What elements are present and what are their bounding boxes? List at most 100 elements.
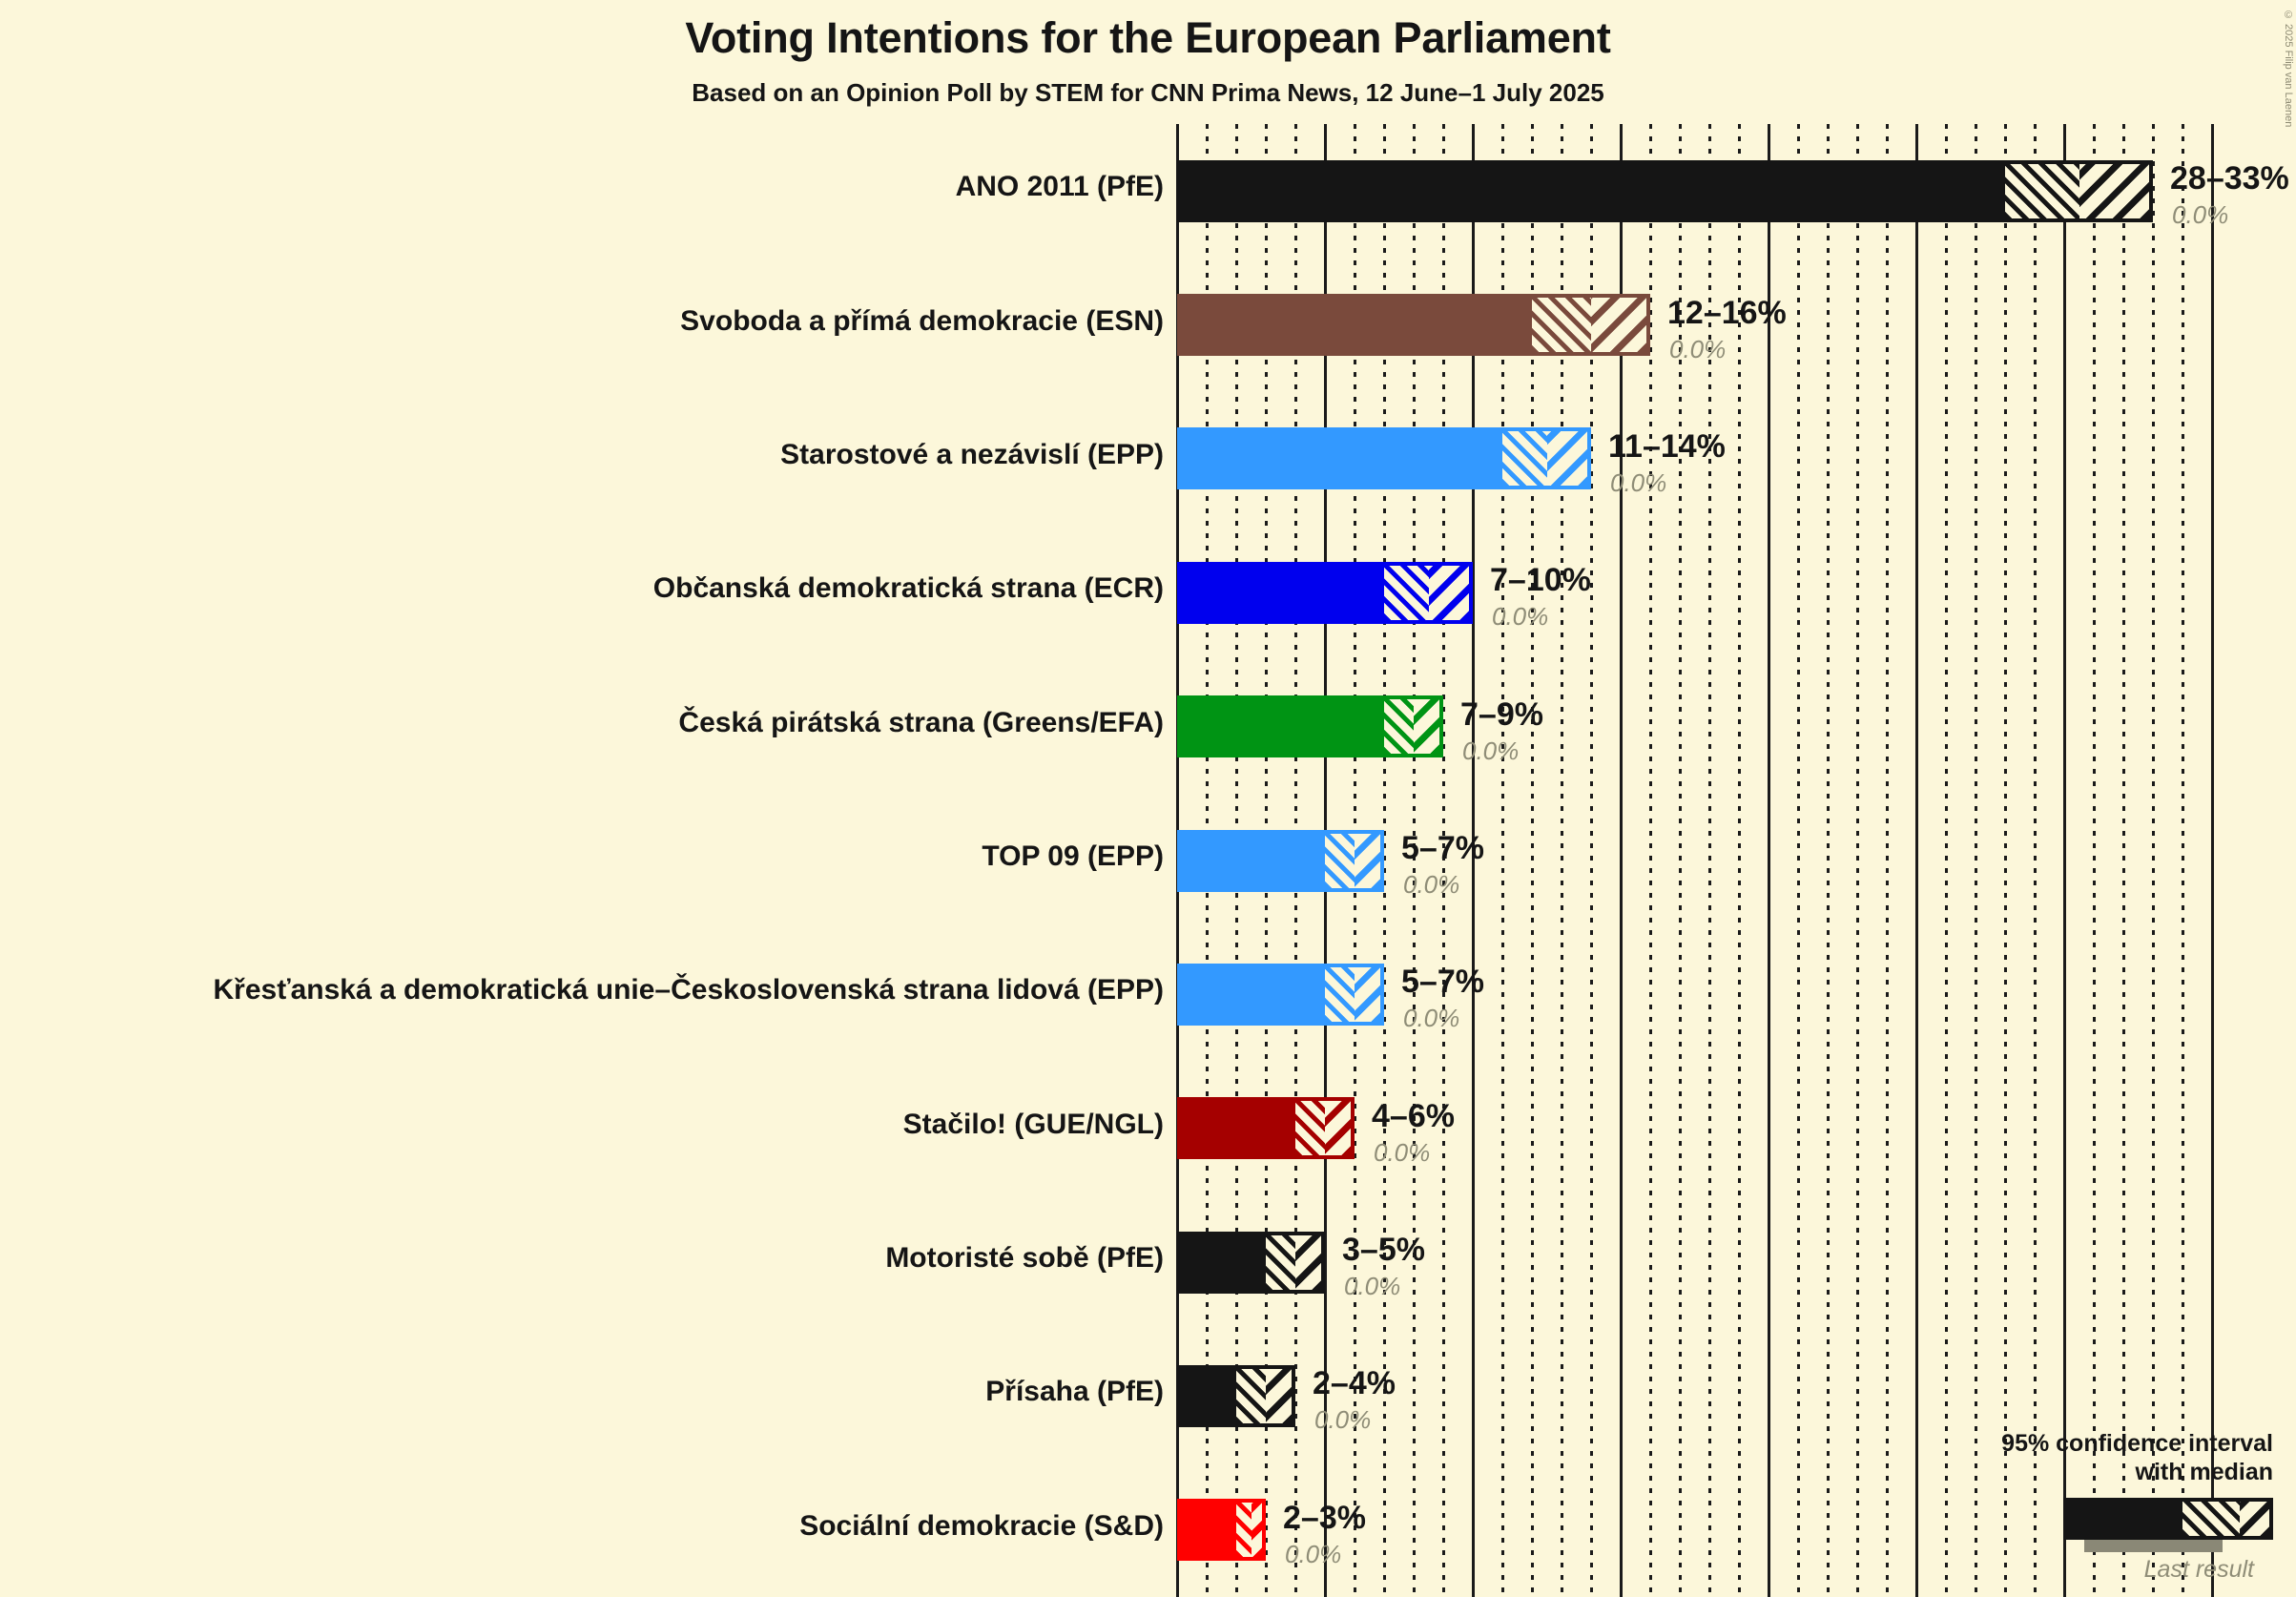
bar-segment-median-crosshatch (1325, 830, 1355, 892)
gridline-major (1914, 124, 1918, 1597)
gridline-minor (1412, 124, 1416, 1597)
legend-segment-upper-hatch (2240, 1498, 2273, 1540)
legend-segment-median-crosshatch (2182, 1498, 2240, 1540)
value-range-label: 7–10% (1490, 562, 1591, 599)
value-range-label: 5–7% (1401, 964, 1484, 1001)
legend-line-2: with median (2135, 1459, 2273, 1485)
chart-legend: 95% confidence interval with median Last… (1958, 1429, 2273, 1584)
confidence-interval-bar (1177, 1232, 1325, 1294)
bar-segment-upper-hatch (1428, 562, 1473, 624)
value-range-label: 2–4% (1313, 1365, 1396, 1402)
value-range-label: 12–16% (1667, 294, 1787, 331)
chart-subtitle: Based on an Opinion Poll by STEM for CNN… (692, 78, 1604, 107)
gridline-major (1619, 124, 1623, 1597)
party-label: Starostové a nezávislí (EPP) (780, 438, 1164, 470)
copyright-notice: © 2025 Filip van Laenen (2283, 10, 2294, 128)
gridline-minor (1678, 124, 1682, 1597)
gridline-minor (1589, 124, 1593, 1597)
bar-segment-solid (1177, 830, 1325, 892)
gridline-minor (1855, 124, 1859, 1597)
party-label: Svoboda a přímá demokracie (ESN) (680, 304, 1164, 337)
last-result-label: 0.0% (1285, 1539, 1342, 1568)
value-range-label: 5–7% (1401, 830, 1484, 866)
bar-segment-upper-hatch (1414, 695, 1443, 757)
gridline-minor (2151, 124, 2155, 1597)
gridline-minor (1382, 124, 1386, 1597)
legend-last-result-swatch (2084, 1540, 2223, 1552)
bar-segment-upper-hatch (1266, 1365, 1295, 1427)
gridline-major (1471, 124, 1475, 1597)
gridline-minor (2181, 124, 2184, 1597)
gridline-minor (2092, 124, 2096, 1597)
gridline-major (1767, 124, 1770, 1597)
bar-segment-solid (1177, 294, 1532, 356)
confidence-interval-bar (1177, 1499, 1266, 1561)
gridline-minor (1560, 124, 1563, 1597)
bar-segment-median-crosshatch (1325, 964, 1355, 1026)
party-label: ANO 2011 (PfE) (955, 171, 1164, 203)
gridline-minor (1737, 124, 1741, 1597)
bar-segment-upper-hatch (1325, 1097, 1355, 1159)
bar-segment-solid (1177, 695, 1384, 757)
bar-segment-median-crosshatch (1384, 562, 1429, 624)
page-title: Voting Intentions for the European Parli… (685, 13, 1611, 62)
bar-segment-solid (1177, 964, 1325, 1026)
party-label: Česká pirátská strana (Greens/EFA) (678, 706, 1164, 738)
confidence-interval-bar (1177, 294, 1650, 356)
bar-segment-median-crosshatch (1502, 427, 1547, 489)
party-label: Občanská demokratická strana (ECR) (652, 572, 1164, 605)
party-label: Sociální demokracie (S&D) (799, 1509, 1164, 1542)
bar-segment-solid (1177, 1232, 1266, 1294)
last-result-label: 0.0% (1669, 334, 1727, 363)
last-result-label: 0.0% (1492, 602, 1549, 632)
gridline-minor (1441, 124, 1445, 1597)
last-result-label: 0.0% (1462, 736, 1520, 765)
gridline-minor (1648, 124, 1652, 1597)
bar-segment-median-crosshatch (1266, 1232, 1295, 1294)
last-result-label: 0.0% (1403, 870, 1460, 899)
value-range-label: 2–3% (1283, 1499, 1366, 1536)
party-label: Křesťanská a demokratická unie–Českoslov… (213, 974, 1164, 1006)
party-label: TOP 09 (EPP) (982, 840, 1164, 872)
value-range-label: 3–5% (1342, 1232, 1425, 1269)
confidence-interval-bar (1177, 427, 1591, 489)
bar-segment-upper-hatch (1355, 830, 1384, 892)
legend-segment-solid (2063, 1498, 2182, 1540)
bar-segment-upper-hatch (1546, 427, 1591, 489)
bar-segment-upper-hatch (1591, 294, 1650, 356)
confidence-interval-bar (1177, 964, 1384, 1026)
last-result-label: 0.0% (1314, 1405, 1372, 1435)
party-label: Motoristé sobě (PfE) (885, 1242, 1164, 1275)
gridline-minor (1530, 124, 1534, 1597)
value-range-label: 4–6% (1372, 1097, 1455, 1134)
confidence-interval-bar (1177, 695, 1443, 757)
last-result-label: 0.0% (2172, 200, 2229, 230)
bar-segment-upper-hatch (1295, 1232, 1325, 1294)
gridline-minor (2033, 124, 2037, 1597)
gridline-minor (1707, 124, 1711, 1597)
last-result-label: 0.0% (1403, 1004, 1460, 1033)
value-range-label: 11–14% (1608, 427, 1726, 465)
value-range-label: 28–33% (2170, 160, 2289, 197)
bar-segment-solid (1177, 427, 1502, 489)
bar-segment-solid (1177, 1097, 1295, 1159)
confidence-interval-bar (1177, 562, 1473, 624)
gridline-minor (1796, 124, 1800, 1597)
confidence-interval-bar (1177, 160, 2153, 222)
bar-segment-upper-hatch (1251, 1499, 1266, 1561)
legend-interval-swatch (2063, 1498, 2273, 1540)
bar-segment-solid (1177, 562, 1384, 624)
bar-segment-median-crosshatch (2005, 160, 2079, 222)
party-label: Stačilo! (GUE/NGL) (902, 1108, 1164, 1140)
bar-segment-median-crosshatch (1236, 1499, 1251, 1561)
bar-segment-solid (1177, 1365, 1236, 1427)
legend-last-result-label: Last result (2143, 1556, 2254, 1583)
bar-segment-upper-hatch (1355, 964, 1384, 1026)
confidence-interval-bar (1177, 1097, 1355, 1159)
bar-segment-median-crosshatch (1236, 1365, 1266, 1427)
last-result-label: 0.0% (1374, 1137, 1431, 1167)
gridline-minor (1974, 124, 1977, 1597)
gridline-major (2210, 124, 2214, 1597)
bar-segment-median-crosshatch (1295, 1097, 1325, 1159)
